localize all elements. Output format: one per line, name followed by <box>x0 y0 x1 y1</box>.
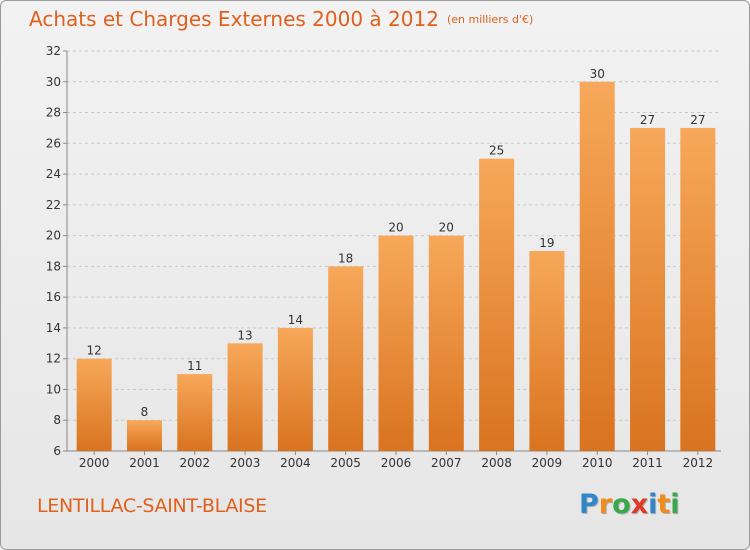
y-tick-label: 28 <box>46 106 61 120</box>
bar-value-label: 25 <box>489 144 504 158</box>
x-tick-label: 2012 <box>683 456 714 470</box>
bar-value-label: 30 <box>590 67 605 81</box>
x-tick-label: 2003 <box>230 456 261 470</box>
proxiti-logo: Proxiti <box>579 489 680 520</box>
bars <box>76 81 716 452</box>
bar-value-label: 12 <box>87 344 102 358</box>
x-tick-label: 2005 <box>330 456 361 470</box>
y-tick-label: 26 <box>46 136 61 150</box>
y-tick-label: 10 <box>46 382 61 396</box>
logo-letter: i <box>670 489 680 520</box>
bar-value-label: 19 <box>539 236 554 250</box>
y-tick-label: 16 <box>46 290 61 304</box>
bar <box>479 158 515 451</box>
y-tick-label: 32 <box>46 44 61 58</box>
x-tick-label: 2007 <box>431 456 462 470</box>
x-tick-label: 2009 <box>532 456 563 470</box>
chart-unit: (en milliers d'€) <box>446 13 534 26</box>
bar <box>227 343 263 451</box>
x-tick-label: 2004 <box>280 456 311 470</box>
chart-title-text: Achats et Charges Externes 2000 à 2012 <box>29 7 439 31</box>
bar <box>126 420 162 451</box>
bar <box>328 266 364 451</box>
bar <box>579 81 615 452</box>
bar <box>529 251 565 451</box>
y-tick-label: 24 <box>46 167 61 181</box>
y-tick-label: 6 <box>53 444 61 458</box>
logo-letter: P <box>579 489 599 520</box>
x-tick-label: 2002 <box>179 456 210 470</box>
bar <box>630 127 666 451</box>
bar-value-label: 13 <box>237 328 252 342</box>
y-tick-label: 12 <box>46 352 61 366</box>
y-tick-label: 20 <box>46 229 61 243</box>
bar <box>277 327 313 451</box>
x-tick-label: 2001 <box>129 456 160 470</box>
bar-value-label: 18 <box>338 251 353 265</box>
logo-letter: r <box>598 489 613 520</box>
x-tick-label: 2000 <box>79 456 110 470</box>
logo-letter: i <box>648 489 658 520</box>
chart-title: Achats et Charges Externes 2000 à 2012 (e… <box>29 7 533 31</box>
bar <box>177 374 213 451</box>
bar-value-label: 27 <box>690 113 705 127</box>
y-tick-label: 30 <box>46 75 61 89</box>
x-tick-label: 2006 <box>381 456 412 470</box>
y-tick-label: 22 <box>46 198 61 212</box>
logo-letter: x <box>630 489 649 520</box>
logo-letter: t <box>657 489 671 520</box>
bar <box>76 358 112 451</box>
bar-value-label: 20 <box>388 221 403 235</box>
y-tick-label: 8 <box>53 413 61 427</box>
y-tick-label: 14 <box>46 321 61 335</box>
x-tick-label: 2011 <box>632 456 663 470</box>
bar-value-label: 8 <box>141 405 149 419</box>
bar <box>428 235 464 451</box>
commune-name: LENTILLAC-SAINT-BLAISE <box>37 495 267 517</box>
y-tick-label: 18 <box>46 259 61 273</box>
bar <box>680 127 716 451</box>
bar-value-label: 20 <box>439 221 454 235</box>
bar-value-label: 11 <box>187 359 202 373</box>
x-tick-label: 2008 <box>481 456 512 470</box>
bar <box>378 235 414 451</box>
x-tick-label: 2010 <box>582 456 613 470</box>
labels: 6 8 10 12 14 16 18 20 22 24 26 28 30 32 12 2000 8 2001 11 2… <box>46 44 713 470</box>
bar-value-label: 14 <box>288 313 303 327</box>
bar-value-label: 27 <box>640 113 655 127</box>
logo-letter: o <box>612 489 631 520</box>
